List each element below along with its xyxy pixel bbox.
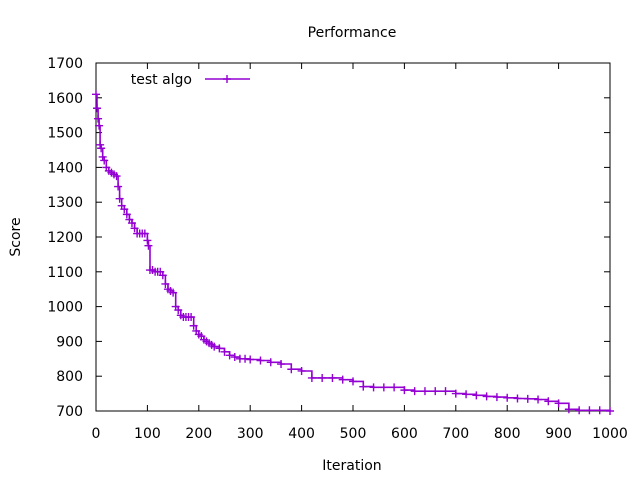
data-point bbox=[297, 366, 306, 375]
y-tick-label: 1200 bbox=[47, 230, 83, 246]
data-point bbox=[410, 387, 419, 396]
data-point bbox=[93, 104, 102, 113]
y-tick-label: 1000 bbox=[47, 300, 83, 316]
data-point bbox=[210, 342, 219, 351]
y-tick-label: 1400 bbox=[47, 160, 83, 176]
data-point bbox=[158, 271, 167, 280]
data-point bbox=[359, 382, 368, 391]
series-line bbox=[96, 93, 611, 412]
x-axis-title: Iteration bbox=[322, 458, 381, 474]
x-tick-label: 500 bbox=[340, 426, 367, 442]
legend-marker bbox=[223, 75, 231, 83]
data-point bbox=[97, 144, 106, 153]
data-point bbox=[112, 172, 121, 181]
data-point bbox=[379, 383, 388, 392]
y-axis-title: Score bbox=[8, 217, 24, 256]
data-point bbox=[534, 395, 543, 404]
data-point bbox=[420, 387, 429, 396]
data-point bbox=[161, 279, 170, 288]
data-point bbox=[114, 182, 123, 191]
axis-ticks: 0 100 200 300 400 500 600 700 800 900 1000 700 800 90… bbox=[47, 56, 627, 442]
data-point bbox=[554, 399, 563, 408]
data-point bbox=[277, 360, 286, 369]
data-point bbox=[127, 219, 136, 228]
data-point bbox=[318, 373, 327, 382]
data-point bbox=[100, 156, 109, 165]
data-point bbox=[492, 393, 501, 402]
data-point bbox=[122, 210, 131, 219]
data-point bbox=[307, 373, 316, 382]
y-tick-label: 1300 bbox=[47, 195, 83, 211]
data-point bbox=[472, 391, 481, 400]
data-point bbox=[94, 114, 103, 123]
data-point bbox=[95, 121, 104, 130]
data-point bbox=[225, 351, 234, 360]
data-point bbox=[349, 377, 357, 386]
data-point bbox=[369, 383, 378, 392]
plot-border bbox=[95, 62, 611, 412]
data-point bbox=[482, 392, 491, 401]
data-point bbox=[544, 397, 553, 406]
x-tick-label: 800 bbox=[494, 426, 521, 442]
x-tick-label: 700 bbox=[442, 426, 469, 442]
data-point bbox=[523, 394, 532, 403]
data-point bbox=[96, 140, 105, 149]
data-point bbox=[144, 241, 153, 250]
x-tick-label: 0 bbox=[92, 426, 101, 442]
series-group bbox=[92, 90, 614, 415]
y-tick-label: 1500 bbox=[47, 126, 83, 142]
data-point bbox=[120, 205, 129, 214]
x-tick-label: 600 bbox=[391, 426, 418, 442]
data-point bbox=[575, 406, 584, 415]
data-point bbox=[451, 389, 460, 398]
plot-frame bbox=[95, 62, 611, 412]
data-point bbox=[564, 405, 573, 414]
data-point bbox=[462, 390, 471, 399]
data-point bbox=[187, 313, 196, 322]
data-point bbox=[595, 406, 604, 415]
y-tick-label: 1100 bbox=[47, 265, 83, 281]
x-tick-label: 200 bbox=[185, 426, 212, 442]
y-tick-label: 1700 bbox=[47, 56, 83, 72]
x-tick-label: 100 bbox=[134, 426, 161, 442]
data-point bbox=[338, 375, 347, 384]
x-tick-label: 1000 bbox=[592, 426, 628, 442]
x-tick-label: 900 bbox=[545, 426, 572, 442]
data-point bbox=[431, 387, 440, 396]
data-point bbox=[513, 394, 522, 403]
data-point bbox=[256, 356, 265, 365]
data-point bbox=[130, 224, 139, 233]
y-tick-label: 1600 bbox=[47, 91, 83, 107]
chart-title: Performance bbox=[308, 25, 397, 41]
data-point bbox=[441, 387, 450, 396]
data-point bbox=[215, 344, 224, 353]
data-point bbox=[169, 288, 178, 297]
data-point bbox=[328, 373, 337, 382]
x-tick-label: 300 bbox=[237, 426, 264, 442]
data-point bbox=[503, 393, 512, 402]
data-point bbox=[140, 229, 149, 238]
data-point bbox=[585, 406, 594, 415]
data-point bbox=[143, 236, 152, 245]
data-point bbox=[266, 358, 275, 367]
data-point bbox=[230, 353, 239, 362]
data-point bbox=[390, 383, 399, 392]
data-point bbox=[98, 152, 107, 161]
y-tick-label: 900 bbox=[56, 334, 83, 350]
x-tick-label: 400 bbox=[288, 426, 315, 442]
data-point bbox=[220, 347, 229, 356]
y-tick-label: 800 bbox=[56, 369, 83, 385]
data-point bbox=[287, 365, 296, 374]
data-point bbox=[606, 407, 614, 415]
legend-label: test algo bbox=[131, 72, 192, 88]
data-point bbox=[400, 386, 409, 395]
data-point bbox=[246, 355, 255, 364]
data-point bbox=[92, 90, 100, 99]
y-tick-label: 700 bbox=[56, 404, 83, 420]
data-point bbox=[189, 321, 198, 330]
legend: test algo bbox=[131, 72, 250, 88]
data-point bbox=[115, 194, 124, 203]
data-point bbox=[174, 306, 183, 315]
